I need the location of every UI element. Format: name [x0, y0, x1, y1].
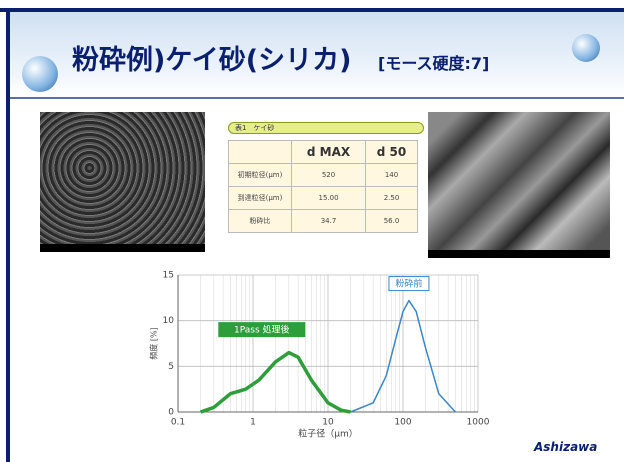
top-bar [0, 8, 624, 12]
column-header: d MAX [290, 140, 367, 164]
separator [10, 97, 624, 99]
label-box [218, 322, 306, 338]
header-band [10, 12, 624, 96]
cell: 34.7 [290, 209, 367, 233]
series-line [200, 350, 351, 414]
series-label: 粉砕前 [388, 276, 430, 292]
x-tick-label: 10 [322, 418, 334, 428]
cell: 粉砕比 [228, 209, 292, 233]
legend-label: 1Pass 処理後 [234, 324, 290, 336]
table: d MAX d 50 初期粒径(μm) 520 140 到達粒径(μm) 15.00 2.… [228, 140, 418, 233]
y-tick-label: 15 [163, 271, 174, 281]
x-axis-label: 粒子径（μm） [298, 428, 358, 440]
sem-photo [40, 112, 205, 252]
bubble-icon [22, 56, 58, 92]
table-caption: 表1 ケイ砂 [228, 122, 424, 134]
cell: 到達粒径(μm) [228, 186, 292, 210]
cell: 15.00 [290, 186, 367, 210]
x-tick-label: 100 [394, 418, 411, 428]
x-tick-label: 0.1 [171, 418, 185, 428]
title: 粉砕例)ケイ砂(シリカ) [72, 45, 352, 76]
cell: 140 [365, 163, 418, 187]
legend-label: 粉砕前 [395, 278, 422, 290]
column-header: d 50 [365, 140, 418, 164]
label-box [388, 276, 430, 292]
y-tick-label: 5 [168, 362, 174, 372]
bubble-icon [572, 34, 600, 62]
chart-panel: 0.1 1 10 100 1000 0 5 10 15 粒子径（μm） 頻度 [%] 1Pass 処理… [142, 265, 492, 443]
y-tick-label: 10 [163, 316, 175, 326]
y-axis-label: 頻度 [%] [149, 327, 159, 359]
left-bar [6, 8, 10, 462]
subtitle: [モース硬度:7] [378, 54, 490, 73]
x-tick-label: 1000 [467, 418, 490, 428]
cell: 2.50 [365, 186, 418, 210]
cell: 520 [290, 163, 367, 187]
y-tick-label: 0 [168, 408, 174, 418]
x-tick-label: 1 [250, 418, 256, 428]
cell: 初期粒径(μm) [228, 163, 292, 187]
series-label: 1Pass 処理後 [218, 322, 306, 338]
series-line [350, 299, 456, 413]
logo: Ashizawa [534, 440, 598, 454]
cell: 56.0 [365, 209, 418, 233]
sem-photo [428, 112, 610, 258]
chart: 0.1 1 10 100 1000 0 5 10 15 粒子径（μm） 頻度 [%] 1Pass 処理… [149, 271, 490, 440]
table-panel: 表1 ケイ砂 d MAX d 50 初期粒径(μm) 520 140 到達粒径(μm)… [228, 122, 424, 234]
